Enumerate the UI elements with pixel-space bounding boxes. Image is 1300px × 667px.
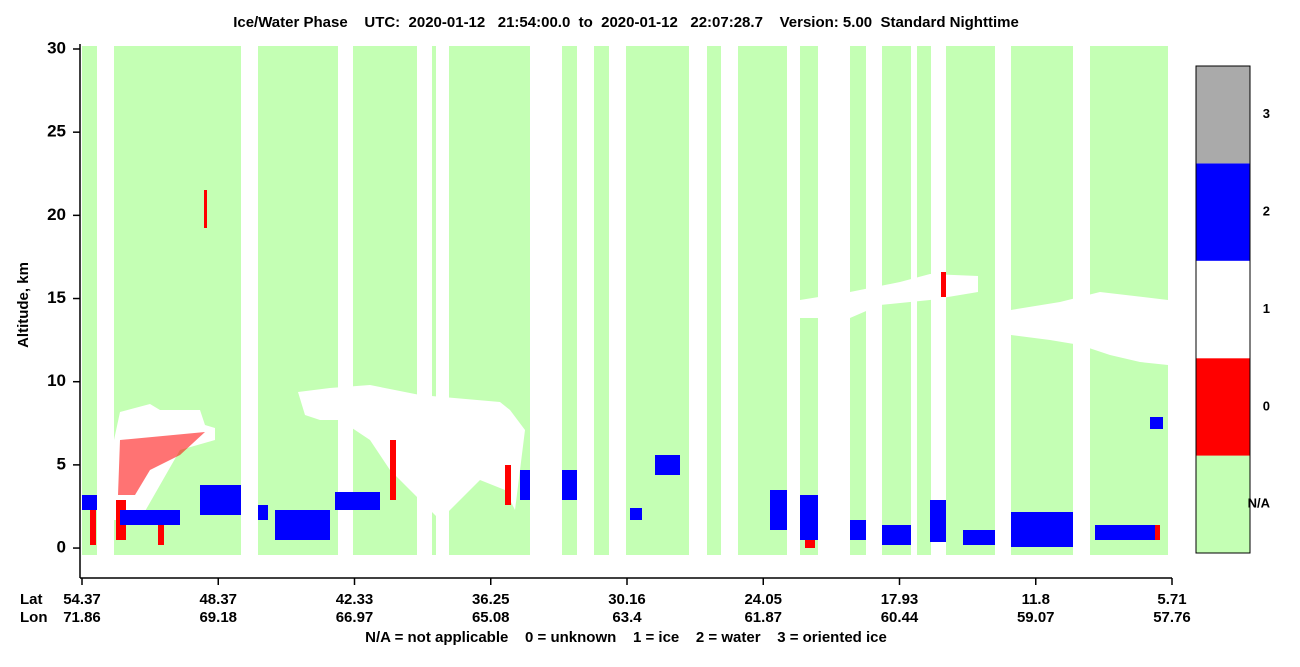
x-row-name: Lat xyxy=(20,591,43,608)
colorbar-label: 1 xyxy=(1263,301,1270,316)
x-tick-label: 69.18 xyxy=(199,609,237,626)
x-tick-label: 24.05 xyxy=(744,591,782,608)
colorbar-swatch xyxy=(1196,163,1250,261)
x-tick-label: 48.37 xyxy=(199,591,237,608)
colorbar-swatch xyxy=(1196,358,1250,456)
colorbar-frame xyxy=(1195,65,1251,554)
x-tick-label: 36.25 xyxy=(472,591,510,608)
footnote: N/A = not applicable 0 = unknown 1 = ice… xyxy=(365,629,887,646)
colorbar-label: 2 xyxy=(1263,204,1270,219)
x-tick-label: 30.16 xyxy=(608,591,646,608)
x-tick-label: 66.97 xyxy=(336,609,374,626)
x-tick-label: 42.33 xyxy=(336,591,374,608)
y-tick-label: 20 xyxy=(47,205,66,224)
y-tick-label: 30 xyxy=(47,38,66,57)
x-row-name: Lon xyxy=(20,609,48,626)
x-tick-label: 57.76 xyxy=(1153,609,1191,626)
x-tick-label: 59.07 xyxy=(1017,609,1055,626)
y-tick-label: 15 xyxy=(47,288,66,307)
x-tick-label: 71.86 xyxy=(63,609,101,626)
colorbar-swatch xyxy=(1196,66,1250,164)
colorbar-label: 0 xyxy=(1263,398,1270,413)
phase-field xyxy=(82,46,1168,555)
x-tick-label: 11.8 xyxy=(1022,591,1050,608)
x-tick-label: 5.71 xyxy=(1157,591,1186,608)
y-tick-label: 0 xyxy=(57,538,66,557)
chart-title: Ice/Water Phase UTC: 2020-01-12 21:54:00… xyxy=(233,14,1019,31)
y-tick-label: 5 xyxy=(57,454,66,473)
y-axis-label: Altitude, km xyxy=(15,262,32,348)
colorbar-swatch xyxy=(1196,455,1250,553)
colorbar-label: 3 xyxy=(1263,106,1270,121)
x-tick-label: 54.37 xyxy=(63,591,101,608)
x-tick-label: 63.4 xyxy=(612,609,642,626)
x-tick-label: 61.87 xyxy=(744,609,782,626)
colorbar-label: N/A xyxy=(1248,496,1271,511)
y-tick-label: 25 xyxy=(47,122,66,141)
x-tick-label: 60.44 xyxy=(881,609,919,626)
x-tick-label: 65.08 xyxy=(472,609,510,626)
y-tick-label: 10 xyxy=(47,371,66,390)
colorbar-swatch xyxy=(1196,260,1250,359)
x-tick-label: 17.93 xyxy=(881,591,919,608)
